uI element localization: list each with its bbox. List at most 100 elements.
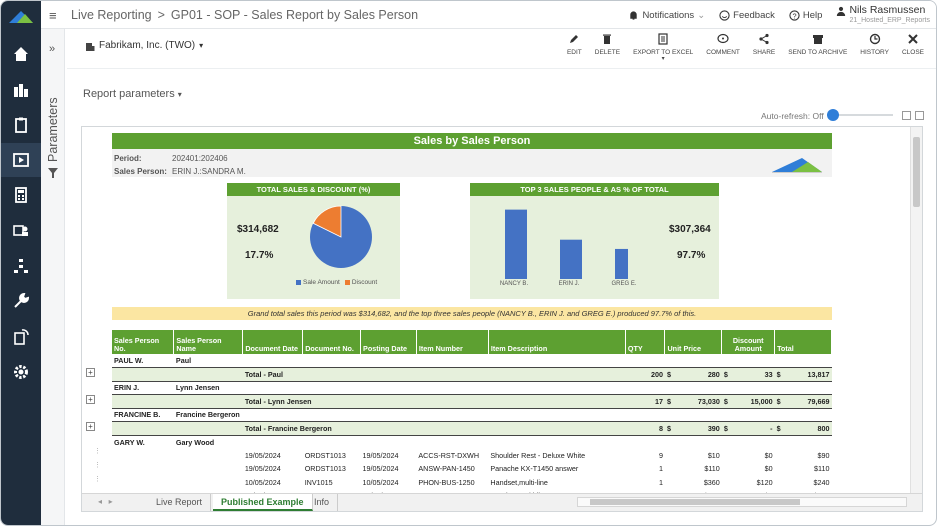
column-header[interactable]: Unit Price bbox=[664, 330, 723, 354]
horizontal-scrollbar[interactable] bbox=[577, 497, 907, 507]
table-cell bbox=[722, 354, 775, 368]
auto-refresh-slider[interactable] bbox=[827, 109, 893, 121]
total-qty: 8 bbox=[625, 421, 665, 436]
user-data-icon[interactable] bbox=[1, 213, 41, 247]
hamburger-menu-icon[interactable]: ≡ bbox=[49, 8, 57, 23]
fullscreen-icon[interactable] bbox=[902, 111, 911, 120]
table-cell bbox=[488, 354, 625, 368]
expand-panel-icon[interactable]: » bbox=[49, 43, 56, 55]
smiley-icon bbox=[719, 9, 730, 21]
breadcrumb-separator: > bbox=[157, 8, 165, 22]
building-icon bbox=[86, 42, 95, 51]
parameters-label[interactable]: Parameters bbox=[46, 97, 60, 162]
table-cell bbox=[243, 408, 303, 422]
total-discount: $15,000 bbox=[721, 394, 775, 409]
tools-icon[interactable] bbox=[1, 284, 41, 318]
user-icon bbox=[837, 6, 846, 16]
close-button[interactable]: CLOSE bbox=[902, 33, 924, 62]
send-to-archive-button[interactable]: SEND TO ARCHIVE bbox=[788, 33, 847, 62]
company-selector[interactable]: Fabrikam, Inc. (TWO) ▾ bbox=[85, 40, 203, 51]
column-header[interactable]: Sales Person No. bbox=[112, 330, 175, 354]
column-header[interactable]: Sales Person Name bbox=[173, 330, 244, 354]
sales-table: Sales Person No. Sales Person Name Docum… bbox=[112, 330, 832, 503]
tab-nav-arrows[interactable]: ◂ ▸ bbox=[98, 497, 113, 506]
filter-icon[interactable] bbox=[47, 167, 59, 179]
pie-slice-discount bbox=[312, 205, 342, 238]
group-total-row: Total - Lynn Jensen 17 $73,030 $15,000 $79,6… bbox=[112, 394, 832, 409]
trash-icon bbox=[603, 34, 612, 44]
column-header[interactable]: Document Date bbox=[242, 330, 304, 354]
table-cell bbox=[112, 421, 174, 436]
table-cell bbox=[174, 449, 243, 463]
table-row: 10/05/2024 INV1015 10/05/2024 PHON-BUS-1250… bbox=[112, 476, 832, 490]
document-date: 19/05/2024 bbox=[244, 464, 281, 474]
slider-knob[interactable] bbox=[827, 109, 839, 121]
total: $240 bbox=[813, 477, 830, 487]
salesperson-no: FRANCINE B. bbox=[114, 410, 161, 420]
column-header[interactable]: Item Description bbox=[488, 330, 626, 354]
breadcrumb: Live Reporting > GP01 - SOP - Sales Report… bbox=[71, 8, 418, 22]
comment-button[interactable]: COMMENT bbox=[706, 33, 740, 62]
delete-button[interactable]: DELETE bbox=[595, 33, 620, 62]
company-name: Fabrikam, Inc. (TWO) bbox=[99, 40, 196, 51]
scrollbar-thumb[interactable] bbox=[913, 137, 920, 207]
table-cell bbox=[361, 408, 417, 422]
home-icon[interactable] bbox=[1, 37, 41, 71]
tab-published-example[interactable]: Published Example bbox=[213, 494, 313, 511]
edit-button[interactable]: EDIT bbox=[567, 33, 582, 62]
close-icon bbox=[908, 34, 918, 44]
feedback-button[interactable]: Feedback bbox=[719, 10, 775, 21]
column-header[interactable]: Discount Amount bbox=[721, 330, 776, 354]
expand-group-button[interactable]: + bbox=[86, 395, 95, 404]
item-description: Shoulder Rest - Deluxe White bbox=[490, 450, 586, 460]
period-value: 202401:202406 bbox=[172, 154, 228, 163]
chevron-down-icon: ⌄ bbox=[697, 9, 706, 21]
report-parameters-toggle[interactable]: Report parameters ▾ bbox=[83, 88, 182, 100]
discount-value: 33 bbox=[764, 369, 773, 379]
tab-info[interactable]: Info bbox=[306, 494, 339, 511]
notifications-button[interactable]: Notifications ⌄ bbox=[628, 10, 705, 21]
table-cell bbox=[625, 354, 665, 368]
salesperson-name: Gary Wood bbox=[175, 437, 215, 447]
export-icon bbox=[658, 33, 668, 45]
table-row: 19/05/2024 ORDST1013 19/05/2024 ACCS-RST-DX… bbox=[112, 449, 832, 463]
grid-icon[interactable] bbox=[915, 111, 924, 120]
breadcrumb-root[interactable]: Live Reporting bbox=[71, 8, 152, 22]
vertical-scrollbar[interactable] bbox=[910, 127, 922, 495]
reports-icon[interactable] bbox=[1, 73, 41, 107]
discount-amount: $0 bbox=[764, 450, 773, 460]
column-header[interactable]: QTY bbox=[625, 330, 666, 354]
expand-group-button[interactable]: + bbox=[86, 368, 95, 377]
total-discount: $ - bbox=[721, 421, 775, 436]
column-header[interactable]: Document No. bbox=[302, 330, 362, 354]
send-to-archive-label: SEND TO ARCHIVE bbox=[788, 49, 848, 56]
column-header[interactable]: Item Number bbox=[416, 330, 489, 354]
posting-date: 10/05/2024 bbox=[362, 477, 399, 487]
help-button[interactable]: ? Help bbox=[789, 10, 822, 21]
user-menu[interactable]: Nils Rasmussen 21_Hosted_ERP_Reports bbox=[836, 5, 930, 25]
expand-group-button[interactable]: + bbox=[86, 422, 95, 431]
scrollbar-thumb[interactable] bbox=[590, 499, 800, 505]
export-to-excel-button[interactable]: EXPORT TO EXCEL ▾ bbox=[633, 33, 693, 62]
report-header: Period: 202401:202406 Sales Person: ERIN… bbox=[112, 149, 832, 177]
live-report-icon[interactable] bbox=[1, 143, 41, 177]
column-header[interactable]: Total bbox=[774, 330, 832, 354]
share-button[interactable]: SHARE bbox=[753, 33, 775, 62]
salesperson-no: PAUL W. bbox=[114, 356, 144, 365]
hierarchy-icon[interactable] bbox=[1, 249, 41, 283]
total-qty: 17 bbox=[625, 394, 665, 409]
table-cell bbox=[174, 476, 243, 490]
calculator-icon[interactable] bbox=[1, 178, 41, 212]
history-button[interactable]: HISTORY bbox=[860, 33, 889, 62]
pencil-icon bbox=[570, 35, 579, 43]
table-cell bbox=[243, 435, 303, 449]
total-label: Total - Paul bbox=[242, 367, 626, 382]
currency-symbol: $ bbox=[666, 396, 671, 406]
clipboard-icon[interactable] bbox=[1, 108, 41, 142]
tab-live-report[interactable]: Live Report bbox=[148, 494, 212, 511]
bell-icon bbox=[630, 10, 638, 20]
column-header[interactable]: Posting Date bbox=[360, 330, 417, 354]
database-sync-icon[interactable] bbox=[1, 320, 41, 354]
gear-icon[interactable] bbox=[1, 355, 41, 389]
